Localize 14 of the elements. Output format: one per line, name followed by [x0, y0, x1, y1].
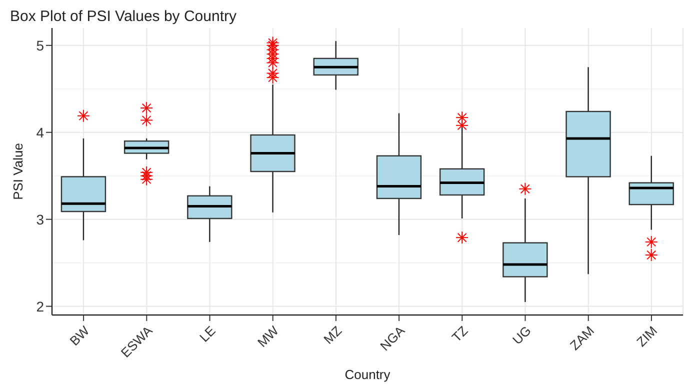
x-tick-label: ZIM: [634, 323, 660, 350]
y-tick-label: 5: [36, 37, 44, 54]
x-tick-label: MZ: [320, 323, 345, 347]
x-tick-label: BW: [66, 322, 93, 348]
x-tick-label: LE: [196, 322, 219, 345]
y-tick-label: 4: [36, 124, 44, 140]
x-tick-label: UG: [510, 323, 534, 348]
y-axis-title: PSI Value: [10, 143, 26, 200]
x-tick-label: MW: [254, 322, 282, 350]
y-tick-label: 3: [36, 211, 44, 228]
x-axis-title: Country: [344, 367, 391, 382]
x-tick-label: TZ: [448, 323, 471, 345]
chart-title: Box Plot of PSI Values by Country: [10, 8, 238, 27]
y-tick-label: 2: [36, 298, 44, 314]
